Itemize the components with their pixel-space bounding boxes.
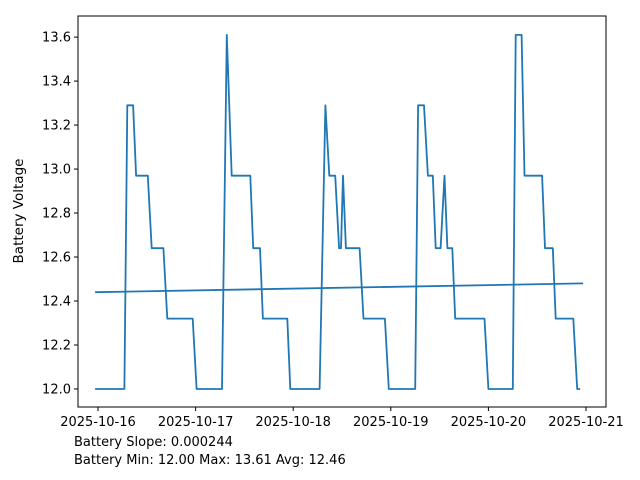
y-tick-label: 13.2 (42, 119, 71, 134)
axis-ticks: 2025-10-16 2025-10-17 2025-10-18 2025-10-19… (42, 31, 624, 430)
y-tick-label: 12.4 (42, 295, 71, 310)
y-tick-label: 13.0 (42, 163, 71, 178)
y-tick-label: 12.0 (42, 382, 71, 397)
y-tick-label: 12.2 (42, 338, 71, 353)
series-line-battery_voltage (95, 34, 581, 390)
x-tick-label: 2025-10-20 (451, 415, 527, 430)
y-tick-label: 12.8 (42, 207, 71, 222)
annotation-battery-slope: Battery Slope: 0.000244 (74, 435, 233, 450)
plot-border (77, 15, 607, 408)
x-tick-label: 2025-10-16 (60, 415, 136, 430)
series-lines (95, 34, 584, 390)
annotation-battery-stats: Battery Min: 12.00 Max: 13.61 Avg: 12.46 (74, 453, 346, 468)
series-line-battery_trend (95, 282, 584, 294)
y-tick-label: 13.6 (42, 31, 71, 46)
y-axis-label: Battery Voltage (11, 159, 27, 264)
x-tick-label: 2025-10-21 (548, 415, 624, 430)
y-tick-label: 13.4 (42, 75, 71, 90)
x-tick-label: 2025-10-17 (158, 415, 234, 430)
x-tick-label: 2025-10-19 (353, 415, 429, 430)
x-tick-label: 2025-10-18 (255, 415, 331, 430)
y-tick-label: 12.6 (42, 251, 71, 266)
